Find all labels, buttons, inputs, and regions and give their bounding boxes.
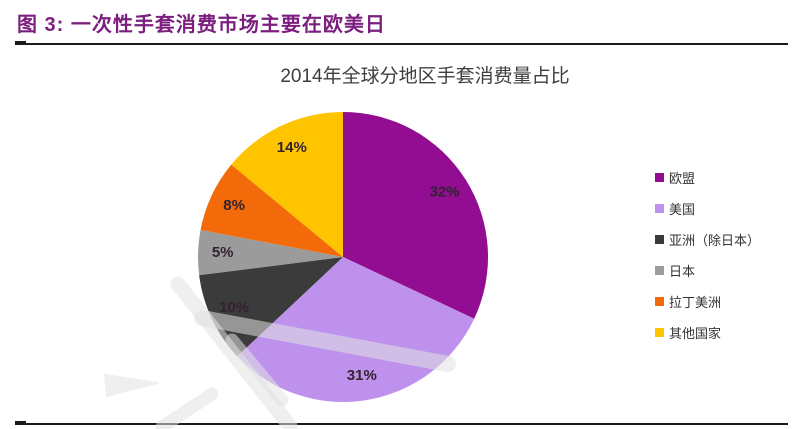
legend-item: 其他国家 xyxy=(655,324,760,341)
pie-slice-1 xyxy=(343,112,489,319)
legend-swatch xyxy=(655,204,664,213)
pie-slice-5 xyxy=(200,164,343,257)
legend-swatch xyxy=(655,266,664,275)
slice-data-label: 8% xyxy=(223,197,245,214)
footer-rule-end-tick xyxy=(15,421,26,425)
chart-title: 2014年全球分地区手套消费量占比 xyxy=(280,66,570,87)
slice-data-label: 32% xyxy=(430,183,460,200)
figure-label: 图 3: 一次性手套消费市场主要在欧美日 xyxy=(17,14,386,36)
legend-swatch xyxy=(655,235,664,244)
legend-swatch xyxy=(655,173,664,182)
footer-rule xyxy=(15,421,788,425)
legend-item: 美国 xyxy=(655,200,760,217)
legend-item: 亚洲（除日本） xyxy=(655,231,760,248)
legend-item: 日本 xyxy=(655,262,760,279)
pie-slice-6 xyxy=(231,112,343,257)
legend: 欧盟美国亚洲（除日本） 日本拉丁美洲其他国家 xyxy=(655,169,760,355)
slice-data-label: 14% xyxy=(277,139,307,156)
legend-label: 亚洲（除日本） xyxy=(669,233,761,248)
pie-slice-4 xyxy=(197,229,343,276)
slice-data-label: 31% xyxy=(347,367,377,384)
slice-data-label: 10% xyxy=(219,299,249,316)
legend-label: 日本 xyxy=(669,264,696,279)
legend-swatch xyxy=(655,297,664,306)
legend-label: 美国 xyxy=(669,202,696,217)
header-rule xyxy=(15,41,788,45)
header-rule-end-tick xyxy=(15,41,26,45)
legend-swatch xyxy=(655,328,664,337)
legend-item: 拉丁美洲 xyxy=(655,293,760,310)
legend-label: 其他国家 xyxy=(669,326,722,341)
legend-label: 拉丁美洲 xyxy=(669,295,722,310)
legend-label: 欧盟 xyxy=(669,171,696,186)
legend-item: 欧盟 xyxy=(655,169,760,186)
slice-data-label: 5% xyxy=(212,244,234,261)
